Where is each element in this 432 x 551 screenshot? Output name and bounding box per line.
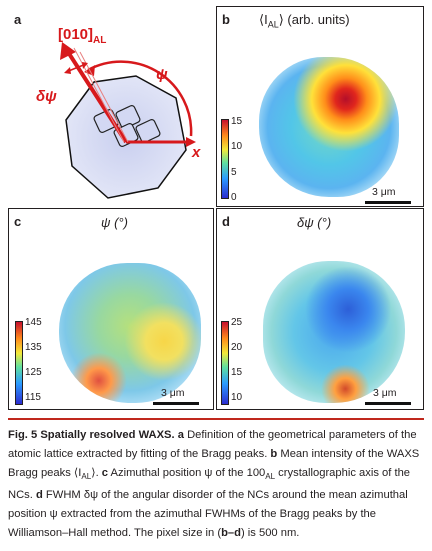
panel-d-tick-20: 20: [231, 342, 243, 353]
panel-c-tick-135: 135: [25, 342, 42, 353]
caption-d-text: FWHM δψ of the angular disorder of the N…: [8, 489, 408, 540]
x-axis-arrowhead: [186, 137, 196, 147]
panel-d-title: δψ (°): [297, 215, 332, 230]
panel-c-title: ψ (°): [101, 215, 128, 230]
panel-b-colorbar: [221, 119, 229, 199]
panel-d: d δψ (°) 25 20 15 10 3 μm: [216, 208, 424, 410]
lattice-geometry-diagram: [60, 42, 196, 199]
intensity-map: [259, 57, 399, 197]
panel-d-tick-10: 10: [231, 392, 243, 403]
panel-c-tick-115: 115: [25, 392, 41, 403]
panel-a: a [010]AL: [8, 8, 213, 204]
panel-c-tick-145: 145: [25, 317, 42, 328]
panel-c-scale-bar: [153, 402, 199, 405]
psi-label: ψ: [156, 66, 168, 83]
caption-a-label: a: [177, 429, 184, 441]
panel-b-tick-15: 15: [231, 116, 243, 127]
psi-arc: [87, 60, 193, 137]
axis-010-label: [010]AL: [58, 26, 107, 46]
axis-010-arrowhead: [60, 42, 76, 60]
caption-a-text: Definition of the geometrical parameters…: [8, 429, 417, 460]
panel-b-title: ⟨IAL⟩ (arb. units): [259, 12, 350, 30]
caption-b-text: Mean intensity of the WAXS Bragg peaks ⟨…: [8, 448, 420, 479]
caption-figure-label: Fig. 5 Spatially resolved WAXS.: [8, 429, 175, 441]
panel-b-tick-5: 5: [231, 167, 237, 178]
psi-map: [59, 263, 201, 403]
panel-c: c ψ (°) 145 135 125 115 3 μm: [8, 208, 214, 410]
caption-c-label: c: [101, 467, 109, 479]
panel-d-scale-label: 3 μm: [373, 387, 397, 399]
caption-rule: [8, 418, 424, 420]
panel-d-tick-15: 15: [231, 367, 243, 378]
figure-caption: Fig. 5 Spatially resolved WAXS. a Defini…: [8, 429, 420, 540]
panel-b-tick-10: 10: [231, 141, 243, 152]
panel-d-label: d: [222, 214, 230, 229]
panel-c-colorbar: [15, 321, 23, 405]
panel-c-tick-125: 125: [25, 367, 42, 378]
panel-b-scale-bar: [365, 201, 411, 204]
caption-b-label: b: [270, 448, 278, 460]
panel-d-colorbar: [221, 321, 229, 405]
panel-c-label: c: [14, 214, 22, 229]
panel-b-tick-0: 0: [231, 192, 237, 203]
panel-d-tick-25: 25: [231, 317, 243, 328]
panel-b-scale-label: 3 μm: [372, 186, 396, 198]
panel-d-scale-bar: [365, 402, 411, 405]
panel-c-scale-label: 3 μm: [161, 387, 185, 399]
panel-b-label: b: [222, 12, 230, 27]
x-axis-label: x: [192, 144, 201, 161]
panel-b: b ⟨IAL⟩ (arb. units) 15 10 5 0 3 μm: [216, 6, 424, 207]
caption-d-label: d: [35, 489, 43, 502]
caption-c-text: Azimuthal position ψ of the 100: [108, 467, 266, 479]
dpsi-map: [263, 261, 405, 403]
dpsi-label: δψ: [36, 88, 57, 105]
panel-a-label: a: [14, 12, 22, 27]
